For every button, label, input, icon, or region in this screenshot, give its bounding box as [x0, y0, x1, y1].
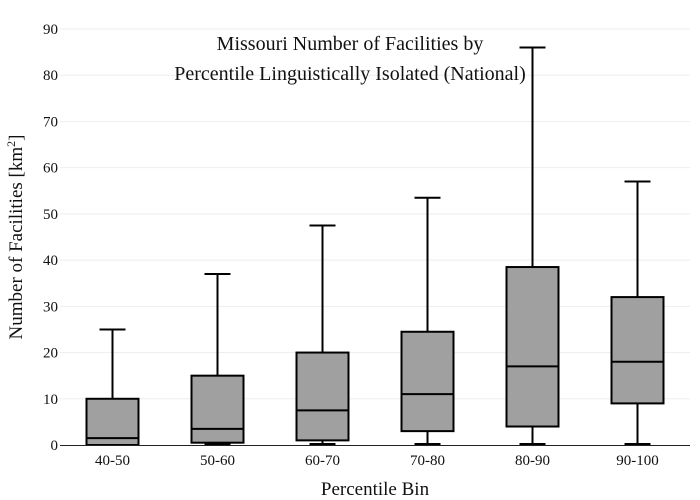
y-tick-label: 60: [43, 161, 58, 177]
box-series: [85, 46, 665, 446]
box-iqr: [610, 296, 665, 405]
box-group: [610, 180, 665, 445]
box-group: [190, 272, 245, 445]
box-iqr: [295, 351, 350, 442]
y-tick-label: 80: [43, 68, 58, 84]
y-tick-label: 40: [43, 253, 58, 269]
x-tick-label: 70-80: [410, 453, 445, 469]
y-tick-labels: 0 10 20 30 40 50 60 70 80 90: [43, 22, 58, 454]
box-group: [85, 328, 140, 446]
box-group: [505, 46, 560, 445]
box-group: [295, 224, 350, 445]
y-tick-label: 10: [43, 392, 58, 408]
box-iqr: [400, 330, 455, 433]
y-tick-label: 0: [51, 438, 59, 454]
y-tick-label: 50: [43, 207, 58, 223]
x-tick-label: 60-70: [305, 453, 340, 469]
x-tick-label: 50-60: [200, 453, 235, 469]
x-axis-title: Percentile Bin: [321, 479, 430, 500]
y-axis-title-superscript: 2: [4, 141, 18, 147]
y-tick-label: 70: [43, 114, 58, 130]
y-tick-label: 30: [43, 299, 58, 315]
box-iqr: [190, 374, 245, 444]
y-axis-title-suffix: ]: [6, 135, 27, 141]
chart-title-line-2: Percentile Linguistically Isolated (Nati…: [174, 63, 526, 85]
box-group: [400, 196, 455, 445]
y-axis-title-text: Number of Facilities [km: [6, 147, 27, 340]
y-tick-label: 90: [43, 22, 58, 38]
x-tick-label: 80-90: [515, 453, 550, 469]
chart-title-line-1: Missouri Number of Facilities by: [217, 33, 484, 55]
box-iqr: [505, 266, 560, 428]
x-tick-labels: 40-50 50-60 60-70 70-80 80-90 90-100: [95, 453, 659, 469]
x-tick-label: 90-100: [616, 453, 659, 469]
y-axis-title: Number of Facilities [km2]: [4, 135, 27, 340]
x-tick-label: 40-50: [95, 453, 130, 469]
grid-lines: [60, 28, 690, 400]
y-tick-label: 20: [43, 346, 58, 362]
